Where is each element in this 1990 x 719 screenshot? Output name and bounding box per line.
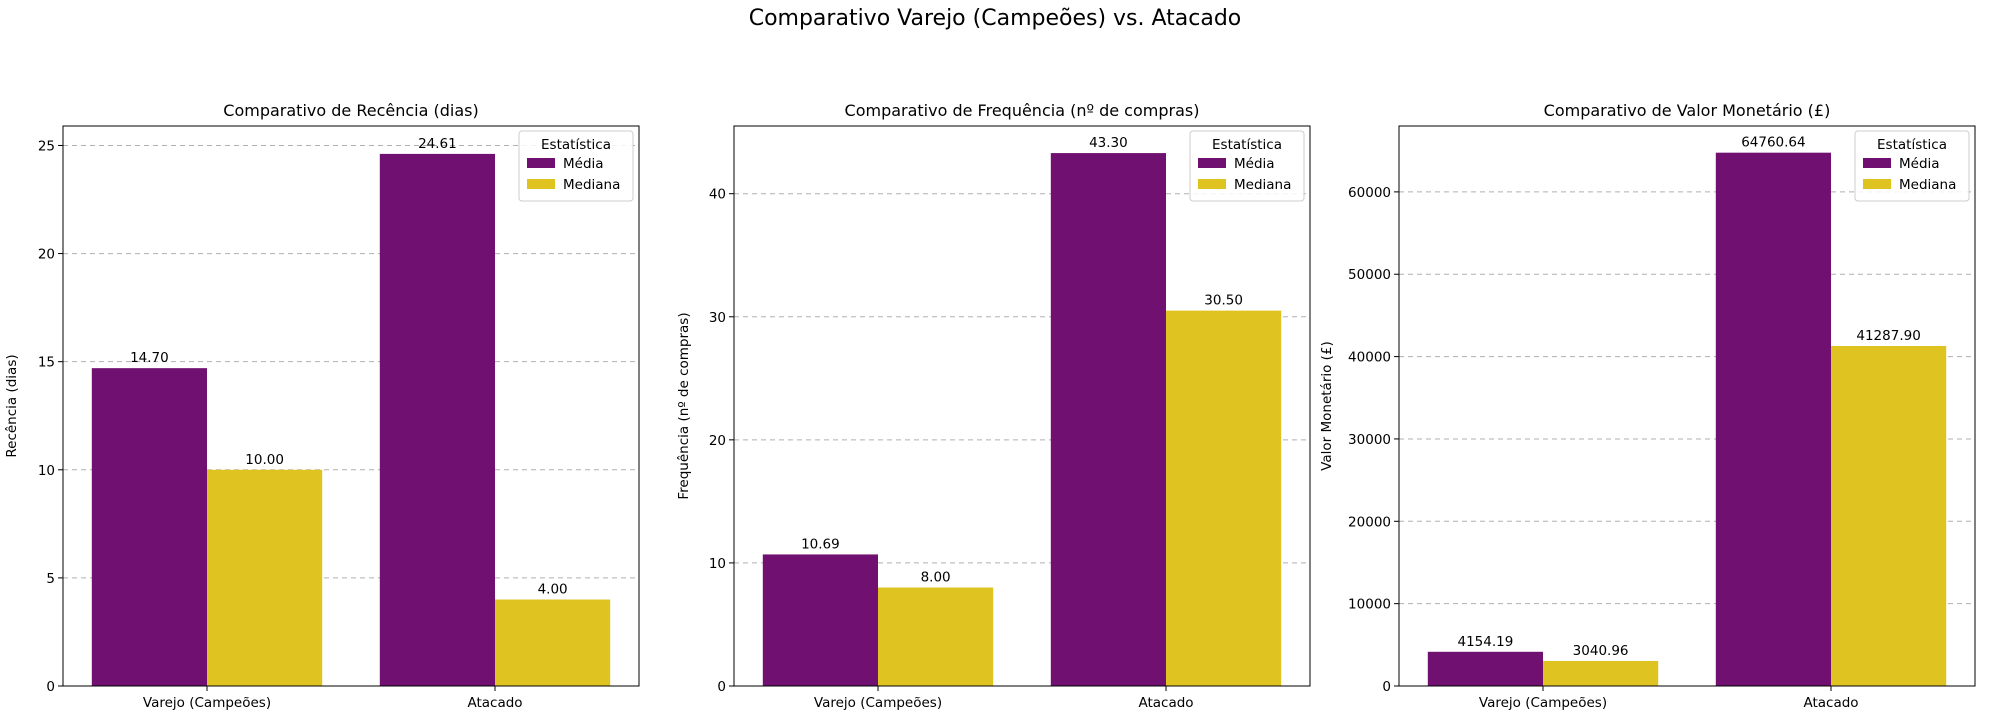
bar-media <box>762 554 878 686</box>
axes-frame <box>733 125 1311 687</box>
chart-title: Comparativo de Recência (dias) <box>223 101 478 120</box>
data-label: 10.00 <box>245 452 284 468</box>
x-tick-label: Atacado <box>467 695 522 711</box>
bar-mediana <box>1831 345 1947 686</box>
data-label: 10.69 <box>801 536 840 552</box>
bar-media <box>1050 153 1166 687</box>
y-axis-label: Valor Monetário (£) <box>1319 341 1335 471</box>
x-tick-label: Varejo (Campeões) <box>814 695 942 711</box>
y-tick-label: 20 <box>38 247 55 263</box>
axes-frame <box>1398 125 1976 687</box>
legend-swatch <box>527 179 555 189</box>
legend-title: Estatística <box>541 137 611 153</box>
y-tick-label: 10 <box>709 556 726 572</box>
y-tick-label: 30000 <box>1348 432 1391 448</box>
y-tick-label: 30 <box>709 310 726 326</box>
chart-panel-1: 10.69 43.30 8.00 30.50 0 10 20 30 40 Varejo (Camp… <box>676 101 1311 711</box>
bar-media <box>1715 152 1831 687</box>
legend-title: Estatística <box>1877 137 1947 153</box>
data-label: 64760.64 <box>1741 135 1805 151</box>
y-tick-label: 20000 <box>1348 514 1391 530</box>
figure-title: Comparativo Varejo (Campeões) vs. Atacad… <box>748 6 1242 31</box>
bar-mediana <box>1166 310 1282 686</box>
x-tick-label: Varejo (Campeões) <box>143 695 271 711</box>
y-axis-label: Recência (dias) <box>4 354 20 457</box>
data-label: 4.00 <box>538 582 568 598</box>
legend-label: Média <box>563 156 604 172</box>
y-tick-label: 0 <box>46 679 55 695</box>
axes-frame <box>62 125 640 687</box>
data-label: 8.00 <box>921 570 951 586</box>
data-label: 24.61 <box>418 136 457 152</box>
legend-swatch <box>1198 179 1226 189</box>
data-label: 43.30 <box>1089 135 1128 151</box>
legend-label: Média <box>1899 156 1940 172</box>
chart-panel-0: 14.70 24.61 10.00 4.00 0 5 10 15 20 25 Varejo (Cam… <box>4 101 640 711</box>
y-tick-label: 50000 <box>1348 267 1391 283</box>
y-tick-label: 20 <box>709 433 726 449</box>
legend-label: Mediana <box>1899 177 1956 193</box>
x-tick-label: Atacado <box>1803 695 1858 711</box>
chart-panel-2: 4154.19 64760.64 3040.96 41287.90 0 10000 2000… <box>1319 101 1976 711</box>
legend-swatch <box>1198 158 1226 168</box>
legend-title: Estatística <box>1212 137 1282 153</box>
legend-swatch <box>527 158 555 168</box>
data-label: 14.70 <box>130 350 169 366</box>
y-tick-label: 15 <box>38 355 55 371</box>
legend-label: Mediana <box>1234 177 1291 193</box>
y-tick-label: 40000 <box>1348 350 1391 366</box>
bar-media <box>91 368 207 686</box>
legend-label: Média <box>1234 156 1275 172</box>
bar-mediana <box>878 587 994 686</box>
chart-title: Comparativo de Valor Monetário (£) <box>1544 101 1831 120</box>
y-tick-label: 0 <box>1382 679 1391 695</box>
data-label: 3040.96 <box>1573 643 1629 659</box>
bar-mediana <box>1543 660 1659 686</box>
chart-title: Comparativo de Frequência (nº de compras… <box>845 101 1200 120</box>
y-tick-label: 25 <box>38 138 55 154</box>
legend-label: Mediana <box>563 177 620 193</box>
y-tick-label: 0 <box>717 679 726 695</box>
legend-swatch <box>1863 179 1891 189</box>
data-label: 30.50 <box>1204 293 1243 309</box>
y-tick-label: 5 <box>46 571 55 587</box>
bar-mediana <box>207 469 323 686</box>
y-tick-label: 10 <box>38 463 55 479</box>
x-tick-label: Atacado <box>1138 695 1193 711</box>
y-tick-label: 60000 <box>1348 185 1391 201</box>
x-tick-label: Varejo (Campeões) <box>1479 695 1607 711</box>
bar-media <box>1427 651 1543 686</box>
bar-media <box>379 153 495 686</box>
y-tick-label: 10000 <box>1348 597 1391 613</box>
legend-swatch <box>1863 158 1891 168</box>
bar-mediana <box>495 599 611 686</box>
y-tick-label: 40 <box>709 187 726 203</box>
y-axis-label: Frequência (nº de compras) <box>676 312 692 499</box>
data-label: 4154.19 <box>1457 634 1513 650</box>
data-label: 41287.90 <box>1856 328 1920 344</box>
